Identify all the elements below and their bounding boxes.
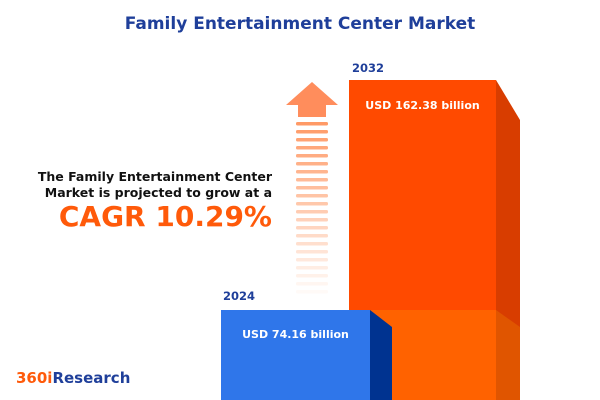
arrow-stripe (296, 130, 328, 134)
description-line-1: The Family Entertainment Center (37, 169, 272, 184)
value-label-2024: USD 74.16 billion (242, 328, 349, 341)
page-title: Family Entertainment Center Market (124, 14, 476, 34)
arrow-stripe (296, 242, 328, 246)
arrow-stripe (296, 258, 328, 262)
bar-2032-lower-side (496, 310, 520, 400)
year-label-2024: 2024 (223, 289, 256, 303)
logo-part-2: Research (52, 369, 131, 387)
arrow-stripe (296, 290, 328, 294)
arrow-stripe (296, 154, 328, 158)
logo: 360iResearch (16, 369, 130, 387)
arrow-stripe (296, 146, 328, 150)
value-label-2032: USD 162.38 billion (365, 99, 480, 112)
arrow-stripe (296, 274, 328, 278)
arrow-stripe (296, 170, 328, 174)
arrow-stripe (296, 218, 328, 222)
arrow-stripe (296, 162, 328, 166)
arrow-stripe (296, 138, 328, 142)
arrow-stripe (296, 202, 328, 206)
bar-2024-front (221, 310, 370, 400)
growth-arrow-icon (286, 82, 338, 294)
description-line-2: Market is projected to grow at a (44, 185, 272, 200)
description: The Family Entertainment Center Market i… (0, 169, 272, 201)
arrow-stripe (296, 282, 328, 286)
arrow-stripe (296, 250, 328, 254)
arrow-stripe (296, 210, 328, 214)
arrow-stripe (296, 122, 328, 126)
arrow-stripe (296, 226, 328, 230)
arrow-stripe (296, 186, 328, 190)
arrow-stripe (296, 234, 328, 238)
bar-2024 (221, 310, 392, 400)
bar-2024-side (370, 310, 392, 400)
cagr-value: CAGR 10.29% (58, 200, 272, 233)
arrow-stripe (296, 194, 328, 198)
arrow-stripe (296, 178, 328, 182)
year-label-2032: 2032 (352, 61, 385, 75)
arrow-stripe (296, 266, 328, 270)
logo-part-1: 360i (16, 369, 53, 387)
